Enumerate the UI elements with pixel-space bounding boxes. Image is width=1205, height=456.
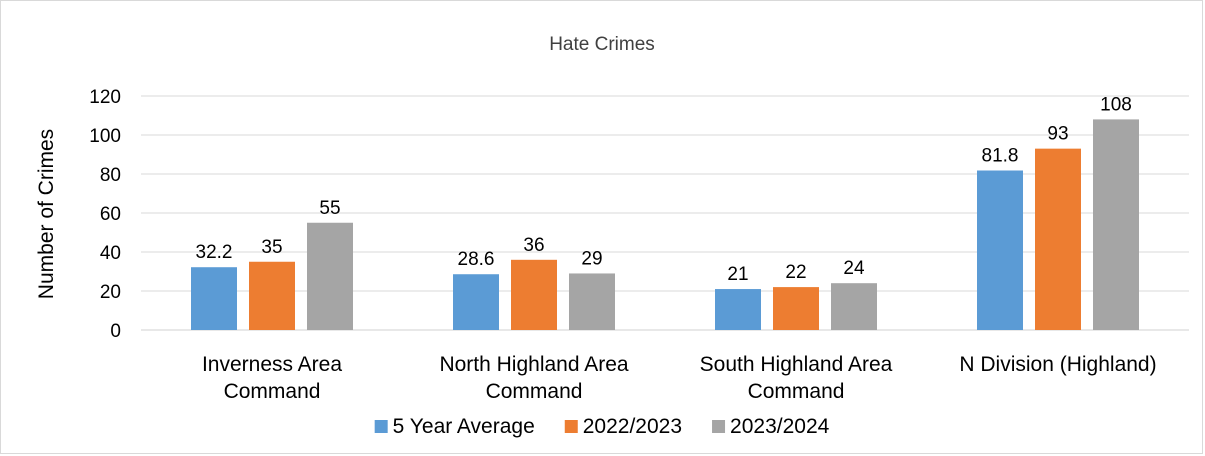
category-label: Command <box>486 380 583 403</box>
category-labels: Inverness Area Command North Highland Area… <box>202 353 1157 403</box>
legend-label: 5 Year Average <box>393 415 535 438</box>
chart-title: Hate Crimes <box>549 34 655 55</box>
category-label: N Division (Highland) <box>959 353 1156 376</box>
data-label: 108 <box>1100 94 1132 115</box>
bar <box>773 287 819 330</box>
data-label: 32.2 <box>196 242 233 263</box>
y-tick-label: 40 <box>100 243 121 264</box>
data-label: 22 <box>785 262 806 283</box>
data-label: 55 <box>319 198 340 219</box>
bar <box>453 274 499 330</box>
bar <box>191 267 237 330</box>
bar <box>569 273 615 330</box>
data-label: 24 <box>843 258 865 279</box>
bar <box>307 222 353 330</box>
data-label: 81.8 <box>982 145 1019 166</box>
gridlines <box>141 95 1189 331</box>
bar <box>831 283 877 330</box>
category-label: South Highland Area <box>700 353 893 376</box>
y-tick-label: 100 <box>89 126 121 147</box>
data-label: 28.6 <box>458 249 495 270</box>
data-label: 93 <box>1047 124 1068 145</box>
category-label: Command <box>748 380 845 403</box>
bar <box>1093 119 1139 331</box>
bar <box>977 170 1023 330</box>
y-tick-label: 20 <box>100 282 121 303</box>
data-label: 35 <box>261 237 282 258</box>
legend-swatch <box>374 420 388 433</box>
legend-swatch <box>564 420 578 433</box>
category-label: Command <box>224 380 321 403</box>
y-tick-label: 60 <box>100 204 121 225</box>
bar <box>249 261 295 330</box>
y-tick-label: 0 <box>110 321 121 342</box>
y-tick-label: 80 <box>100 165 121 186</box>
legend-swatch <box>712 420 726 433</box>
bar <box>715 289 761 330</box>
data-labels: 32.2 35 55 28.6 36 29 21 22 24 81.8 93 108 <box>196 94 1132 285</box>
category-label: North Highland Area <box>439 353 628 376</box>
y-axis-label: Number of Crimes <box>35 129 58 299</box>
category-label: Inverness Area <box>202 353 342 376</box>
bar <box>511 259 557 330</box>
legend-label: 2023/2024 <box>730 415 830 438</box>
data-label: 21 <box>727 264 748 285</box>
bars <box>191 119 1139 331</box>
y-tick-label: 120 <box>89 87 121 108</box>
bar <box>1035 148 1081 330</box>
legend: 5 Year Average 2022/2023 2023/2024 <box>374 415 830 438</box>
data-label: 36 <box>523 235 544 256</box>
legend-label: 2022/2023 <box>583 415 682 438</box>
y-axis-ticks: 0 20 40 60 80 100 120 <box>89 87 121 342</box>
data-label: 29 <box>581 248 602 269</box>
